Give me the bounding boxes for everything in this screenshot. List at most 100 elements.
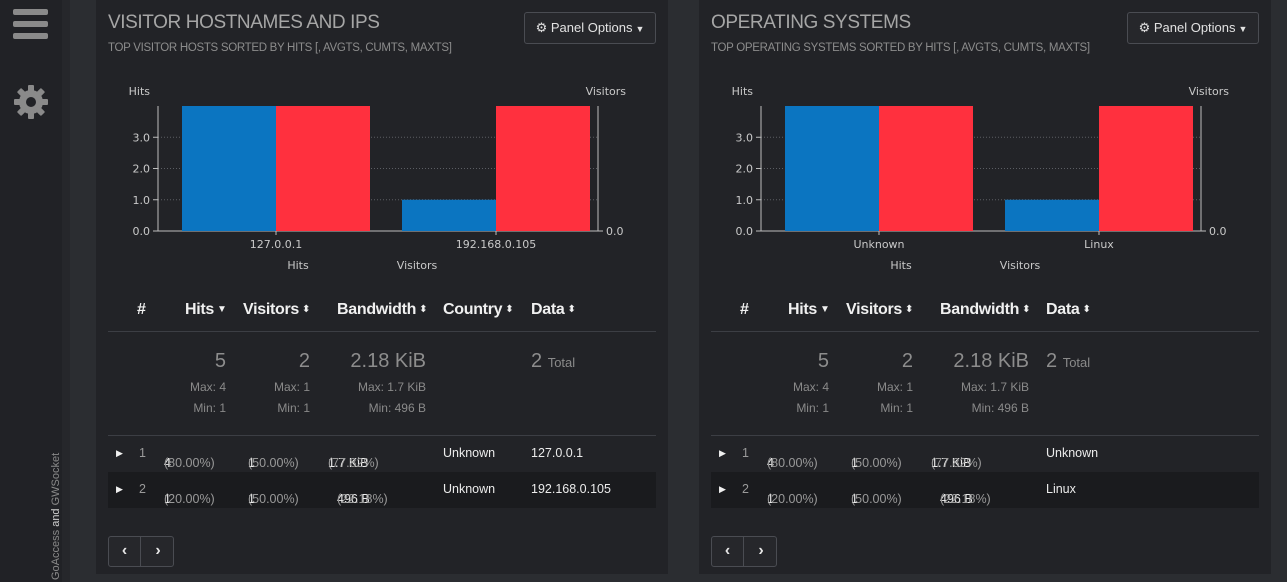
col-visitors-label: Visitors bbox=[846, 301, 902, 318]
row-bandwidth-pct: (77.82%) bbox=[931, 456, 982, 470]
row-country: Unknown bbox=[443, 446, 496, 460]
gear-icon: ⚙ bbox=[535, 20, 548, 35]
col-bandwidth-label: Bandwidth bbox=[337, 301, 417, 318]
expand-icon[interactable]: ▶ bbox=[116, 448, 123, 458]
col-data-header[interactable]: Data ⬍ bbox=[531, 301, 576, 319]
col-hits-header[interactable]: Hits ▼ bbox=[788, 301, 830, 319]
table-row[interactable]: ▶ 2 1 (20.00%) 1 (50.00%) 496 B (22.18%)… bbox=[108, 472, 656, 508]
expand-icon[interactable]: ▶ bbox=[719, 448, 726, 458]
legend-hits: Hits bbox=[890, 259, 912, 272]
row-visitors-value: 1 bbox=[248, 492, 255, 506]
row-country: Unknown bbox=[443, 482, 496, 496]
row-visitors-pct: (50.00%) bbox=[248, 492, 299, 506]
row-bandwidth-value: 1.7 KiB bbox=[931, 456, 972, 470]
panel-title: OPERATING SYSTEMS bbox=[711, 12, 911, 33]
table-row[interactable]: ▶ 1 4 (80.00%) 1 (50.00%) 1.7 KiB (77.82… bbox=[711, 436, 1259, 472]
y-tick-label: 2.0 bbox=[133, 163, 151, 176]
y-tick-label: 3.0 bbox=[133, 131, 151, 144]
table-row[interactable]: ▶ 1 4 (80.00%) 1 (50.00%) 1.7 KiB (77.82… bbox=[108, 436, 656, 472]
col-data-header[interactable]: Data ⬍ bbox=[1046, 301, 1091, 319]
col-country-header[interactable]: Country ⬍ bbox=[443, 301, 514, 319]
col-hits-label: Hits bbox=[788, 301, 818, 318]
bar-hits bbox=[182, 106, 276, 231]
credit-gwsocket[interactable]: GWSocket bbox=[50, 452, 62, 506]
chart-svg: 0.0 1.0 2.0 3.0 0.0 Hits Visitors 127.0.0.1 192.… bbox=[129, 85, 627, 272]
y2-tick-label: 0.0 bbox=[1209, 225, 1227, 238]
sidebar: GoAccess and GWSocket bbox=[0, 0, 62, 582]
summary-hits-max: Max: 4 bbox=[189, 380, 226, 394]
panel-options-button[interactable]: ⚙ Panel Options ▼ bbox=[524, 12, 656, 44]
y2-axis-title: Visitors bbox=[586, 85, 627, 98]
row-visitors-pct: (50.00%) bbox=[851, 492, 902, 506]
summary-visitors: 2 bbox=[298, 350, 310, 372]
summary-hits: 5 bbox=[214, 350, 226, 372]
caret-down-icon: ▼ bbox=[1238, 24, 1248, 34]
summary-data-label: Total bbox=[1062, 355, 1091, 370]
y-axis-title: Hits bbox=[732, 85, 754, 98]
summary-bandwidth: 2.18 KiB bbox=[350, 350, 426, 372]
panel-options-label: Panel Options bbox=[550, 20, 633, 35]
next-page-button[interactable]: › bbox=[142, 537, 174, 566]
y2-tick-label: 0.0 bbox=[606, 225, 624, 238]
chevron-right-icon: › bbox=[155, 542, 161, 559]
summary-visitors-min: Min: 1 bbox=[880, 401, 913, 415]
sort-icon: ⬍ bbox=[905, 304, 914, 315]
row-hits-pct: (80.00%) bbox=[164, 456, 215, 470]
next-page-button[interactable]: › bbox=[745, 537, 777, 566]
sort-icon: ⬍ bbox=[1082, 304, 1091, 315]
col-hits-label: Hits bbox=[185, 301, 215, 318]
table-row[interactable]: ▶ 2 1 (20.00%) 1 (50.00%) 496 B (22.18%)… bbox=[711, 472, 1259, 508]
row-bandwidth-value: 496 B bbox=[940, 492, 973, 506]
gear-icon[interactable] bbox=[13, 84, 49, 120]
col-index-header: # bbox=[740, 301, 749, 318]
bar-chart: 0.0 1.0 2.0 3.0 0.0 Hits Visitors 127.0.0.1 192.… bbox=[108, 78, 656, 278]
sort-icon: ⬍ bbox=[567, 304, 576, 315]
summary-visitors-max: Max: 1 bbox=[876, 380, 913, 394]
gear-icon: ⚙ bbox=[1138, 20, 1151, 35]
y-tick-label: 1.0 bbox=[133, 194, 151, 207]
row-index: 1 bbox=[742, 446, 749, 460]
summary-row: 5 Max: 4 Min: 1 2 Max: 1 Min: 1 2.18 KiB… bbox=[108, 332, 656, 436]
pagination: ‹ › bbox=[108, 536, 174, 567]
legend-hits: Hits bbox=[287, 259, 309, 272]
panel-options-button[interactable]: ⚙ Panel Options ▼ bbox=[1127, 12, 1259, 44]
y-tick-label: 0.0 bbox=[736, 225, 754, 238]
bar-visitors bbox=[276, 106, 370, 231]
row-bandwidth-value: 1.7 KiB bbox=[328, 456, 369, 470]
bar-hits bbox=[785, 106, 879, 231]
col-visitors-header[interactable]: Visitors ⬍ bbox=[243, 301, 310, 319]
summary-bandwidth-min: Min: 496 B bbox=[368, 401, 426, 415]
legend-visitors: Visitors bbox=[397, 259, 438, 272]
col-visitors-header[interactable]: Visitors ⬍ bbox=[846, 301, 913, 319]
previous-page-button[interactable]: ‹ bbox=[712, 537, 744, 566]
col-country-label: Country bbox=[443, 301, 503, 318]
col-hits-header[interactable]: Hits ▼ bbox=[185, 301, 227, 319]
summary-data-count: 2 bbox=[1046, 350, 1058, 372]
summary-hits-min: Min: 1 bbox=[193, 401, 226, 415]
summary-data-count: 2 bbox=[531, 350, 543, 372]
y-tick-label: 3.0 bbox=[736, 131, 754, 144]
hamburger-menu-icon[interactable] bbox=[13, 9, 48, 41]
col-bandwidth-header[interactable]: Bandwidth ⬍ bbox=[337, 301, 427, 319]
chart-svg: 0.0 1.0 2.0 3.0 0.0 Hits Visitors Unknown Linux H… bbox=[732, 85, 1230, 272]
expand-icon[interactable]: ▶ bbox=[719, 484, 726, 494]
caret-down-icon: ▼ bbox=[635, 24, 645, 34]
expand-icon[interactable]: ▶ bbox=[116, 484, 123, 494]
bar-visitors bbox=[879, 106, 973, 231]
row-visitors-pct: (50.00%) bbox=[248, 456, 299, 470]
x-tick-label: 127.0.0.1 bbox=[250, 238, 302, 251]
bar-visitors bbox=[496, 106, 590, 231]
col-data-label: Data bbox=[531, 301, 565, 318]
row-index: 2 bbox=[139, 482, 146, 496]
previous-page-button[interactable]: ‹ bbox=[109, 537, 141, 566]
legend-visitors: Visitors bbox=[1000, 259, 1041, 272]
col-bandwidth-header[interactable]: Bandwidth ⬍ bbox=[940, 301, 1030, 319]
row-index: 2 bbox=[742, 482, 749, 496]
credit-goaccess[interactable]: GoAccess bbox=[50, 529, 62, 580]
sort-icon: ⬍ bbox=[302, 304, 311, 315]
row-data: Unknown bbox=[1046, 446, 1099, 460]
col-visitors-label: Visitors bbox=[243, 301, 299, 318]
table-header: # Hits ▼ Visitors ⬍ Bandwidth ⬍ Data ⬍ bbox=[711, 290, 1259, 332]
x-tick-label: 192.168.0.105 bbox=[456, 238, 536, 251]
summary-visitors-max: Max: 1 bbox=[273, 380, 310, 394]
